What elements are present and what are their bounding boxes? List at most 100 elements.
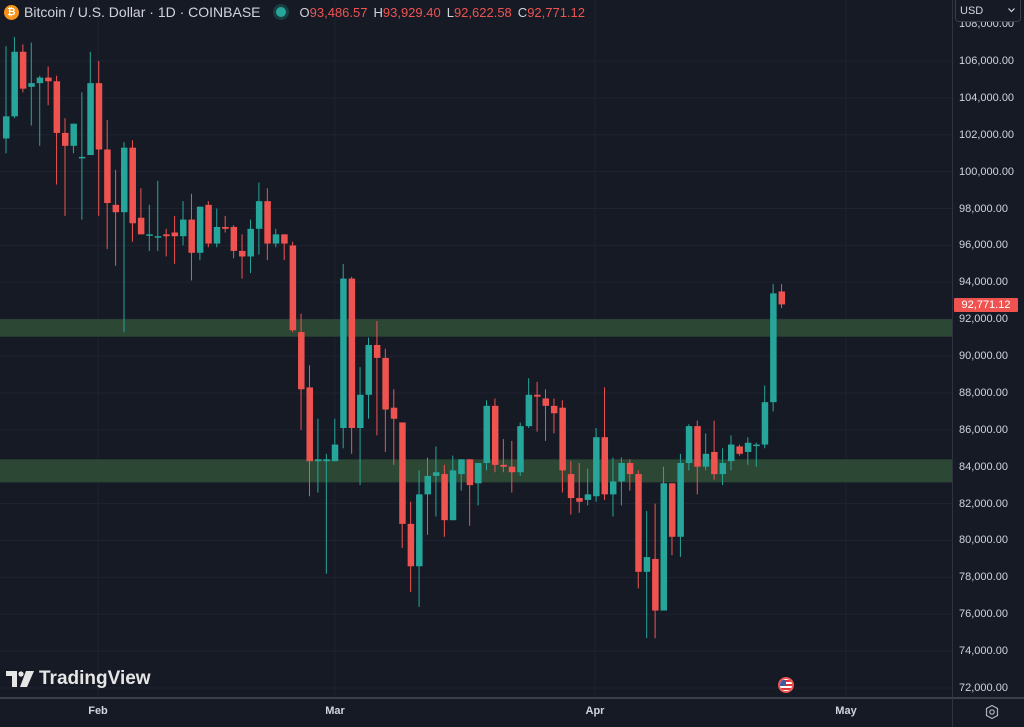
candle[interactable] (298, 313, 305, 430)
candle[interactable] (45, 66, 52, 106)
candle[interactable] (542, 389, 550, 441)
us-flag-event-icon[interactable] (778, 677, 794, 693)
candle[interactable] (255, 182, 263, 255)
candle[interactable] (104, 120, 111, 250)
candle[interactable] (534, 381, 541, 432)
candle[interactable] (508, 440, 516, 493)
candle[interactable] (753, 442, 760, 467)
candle[interactable] (576, 463, 583, 513)
candle[interactable] (213, 208, 221, 248)
candle[interactable] (677, 453, 684, 558)
candle[interactable] (289, 241, 297, 333)
candle[interactable] (449, 455, 457, 521)
candle[interactable] (736, 444, 743, 456)
candle[interactable] (567, 461, 575, 515)
candle[interactable] (761, 385, 769, 449)
candle[interactable] (727, 435, 735, 471)
candle[interactable] (466, 459, 474, 526)
candle[interactable] (19, 44, 27, 93)
candle[interactable] (3, 46, 10, 154)
candle[interactable] (609, 457, 617, 517)
candle[interactable] (137, 188, 145, 235)
candle[interactable] (559, 400, 566, 493)
candle[interactable] (36, 75, 44, 146)
candle[interactable] (340, 263, 347, 449)
candle[interactable] (702, 433, 710, 471)
candle[interactable] (458, 459, 465, 491)
candle[interactable] (222, 215, 229, 233)
candle[interactable] (424, 457, 432, 535)
candle[interactable] (517, 422, 524, 476)
candle[interactable] (491, 398, 499, 473)
candle[interactable] (635, 470, 642, 589)
candle[interactable] (264, 188, 271, 261)
candle[interactable] (196, 206, 204, 261)
candle[interactable] (441, 464, 448, 537)
candle[interactable] (239, 234, 246, 279)
price-zone[interactable] (0, 319, 952, 337)
candle[interactable] (660, 466, 668, 611)
candle[interactable] (626, 459, 634, 491)
candle[interactable] (11, 37, 18, 119)
candle[interactable] (357, 367, 364, 486)
time-axis[interactable]: Feb Mar Apr May (0, 697, 952, 727)
candle[interactable] (711, 420, 718, 480)
candle[interactable] (281, 234, 288, 261)
price-axis[interactable]: 106,000.00 104,000.00 102,000.00 100,000.00… (952, 0, 1024, 697)
candle[interactable] (719, 448, 727, 486)
candle[interactable] (643, 510, 651, 639)
candle[interactable] (348, 276, 356, 454)
candle[interactable] (70, 123, 77, 154)
candle[interactable] (171, 215, 179, 264)
candle[interactable] (247, 219, 254, 274)
candle[interactable] (407, 501, 415, 593)
candle[interactable] (95, 61, 103, 216)
candle[interactable] (365, 337, 372, 419)
candle[interactable] (390, 389, 398, 465)
candle[interactable] (272, 228, 280, 248)
candle[interactable] (744, 437, 752, 465)
candle[interactable] (306, 365, 313, 497)
candle[interactable] (685, 424, 693, 471)
candle[interactable] (525, 378, 533, 428)
candle[interactable] (618, 457, 625, 506)
candle[interactable] (399, 422, 406, 548)
candle[interactable] (146, 204, 153, 251)
candle[interactable] (778, 284, 786, 309)
candle[interactable] (483, 400, 491, 471)
candle[interactable] (593, 427, 600, 502)
candle[interactable] (129, 140, 136, 242)
candle[interactable] (331, 418, 339, 462)
candle[interactable] (323, 453, 330, 574)
candle[interactable] (432, 446, 440, 517)
candle[interactable] (668, 483, 676, 556)
tradingview-logo[interactable]: TradingView (6, 668, 151, 690)
candle[interactable] (121, 142, 128, 333)
candlestick-chart[interactable] (0, 0, 952, 697)
candle[interactable] (78, 92, 86, 220)
candle[interactable] (652, 503, 659, 639)
candle[interactable] (154, 180, 162, 251)
candle[interactable] (416, 470, 423, 607)
candle[interactable] (28, 42, 35, 126)
candle[interactable] (188, 193, 195, 281)
candle[interactable] (314, 418, 322, 493)
candle[interactable] (770, 284, 777, 412)
chart-area[interactable]: ₿ Bitcoin / U.S. Dollar · 1D · COINBASE … (0, 0, 952, 697)
candle[interactable] (382, 348, 389, 452)
candle[interactable] (550, 398, 558, 434)
candle[interactable] (87, 51, 94, 156)
candle[interactable] (694, 420, 701, 495)
candle[interactable] (373, 321, 381, 436)
candle[interactable] (112, 169, 120, 266)
candle[interactable] (601, 387, 609, 500)
candle[interactable] (230, 225, 238, 259)
candle[interactable] (500, 439, 507, 473)
candle[interactable] (205, 201, 212, 248)
candle[interactable] (163, 228, 170, 257)
candle[interactable] (475, 463, 482, 506)
symbol-title[interactable]: Bitcoin / U.S. Dollar · 1D · COINBASE (24, 4, 261, 20)
currency-select[interactable]: USD (955, 0, 1021, 22)
candle[interactable] (53, 75, 61, 185)
candle[interactable] (180, 201, 187, 246)
